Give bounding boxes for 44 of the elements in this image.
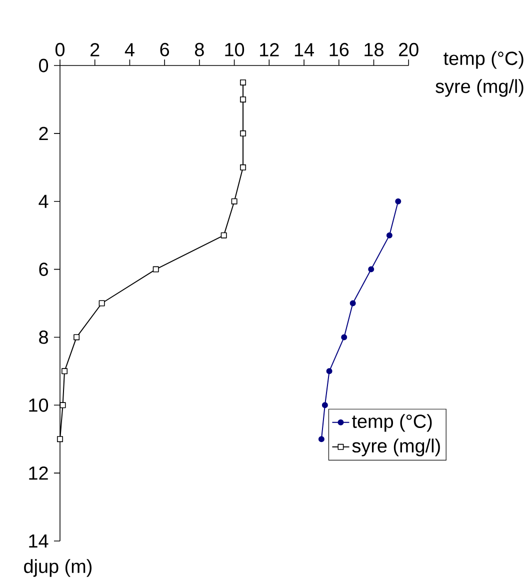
point	[326, 368, 332, 374]
point	[57, 436, 63, 442]
y-tick-label: 8	[39, 330, 48, 344]
point	[98, 300, 105, 306]
x-tick-label: 20	[399, 42, 418, 56]
legend-label: syre (mg/l)	[352, 438, 440, 456]
y-tick-label: 0	[39, 58, 48, 72]
y-tick-label: 6	[39, 262, 48, 276]
y-tick-label: 2	[39, 126, 48, 140]
point	[62, 368, 68, 374]
y-tick-label: 4	[38, 194, 48, 208]
point	[322, 402, 328, 408]
point	[60, 402, 66, 408]
point	[220, 232, 227, 238]
point	[240, 164, 246, 170]
x-tick-label: 0	[55, 42, 65, 56]
x-tick-label: 4	[124, 43, 134, 56]
point	[386, 232, 392, 238]
x-tick-label: 2	[90, 43, 100, 56]
x-tick-label: 14	[294, 43, 314, 56]
x-axis-title: temp (°C)	[444, 51, 524, 69]
point	[341, 334, 348, 340]
x-tick-label: 8	[195, 42, 204, 56]
point	[395, 198, 402, 204]
text: syre (mg/l)	[436, 79, 524, 97]
x-tick-label: 12	[260, 43, 279, 56]
point	[231, 198, 238, 204]
x-tick-label: 16	[330, 42, 349, 56]
point	[152, 266, 159, 272]
y-tick-label: 14	[29, 534, 48, 548]
y-tick-label: 12	[29, 466, 48, 480]
y-tick-label: 10	[29, 398, 48, 412]
legend-label: temp (°C)	[352, 414, 432, 432]
point	[318, 436, 324, 442]
y-axis-title: djup (m)	[24, 559, 92, 577]
point	[240, 79, 246, 86]
x-tick-label: 6	[160, 42, 170, 56]
point	[240, 130, 246, 136]
point	[368, 266, 374, 272]
point	[240, 96, 246, 102]
point	[350, 300, 356, 306]
x-tick-label: 18	[364, 42, 384, 56]
point	[74, 334, 80, 340]
x-tick-label: 10	[225, 42, 244, 56]
